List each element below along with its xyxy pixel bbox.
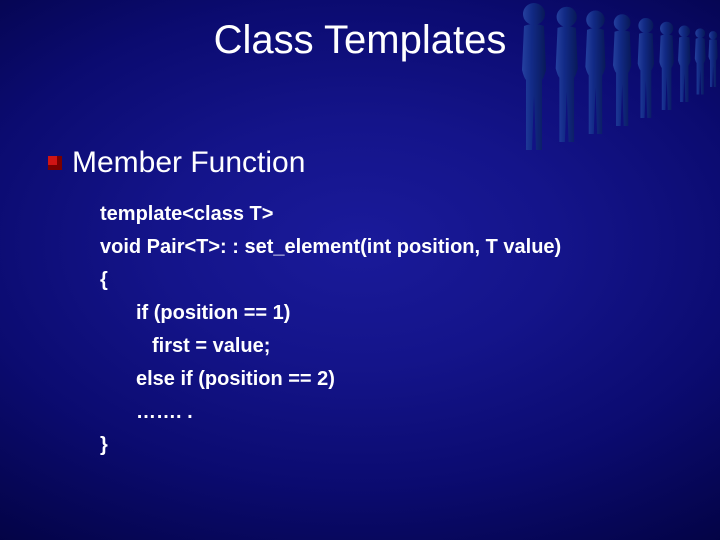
bullet-row: Member Function — [48, 146, 305, 180]
section-heading-row: Member Function — [48, 146, 305, 180]
code-line-4: if (position == 1) — [100, 297, 561, 330]
section-heading: Member Function — [72, 146, 305, 180]
slide-title: Class Templates — [0, 18, 720, 63]
code-line-7: ……. . — [100, 396, 561, 429]
code-line-2: void Pair<T>: : set_element(int position… — [100, 231, 561, 264]
code-line-6: else if (position == 2) — [100, 363, 561, 396]
code-line-3: { — [100, 264, 561, 297]
code-line-5: first = value; — [100, 330, 561, 363]
code-line-8: } — [100, 429, 561, 462]
code-block: template<class T> void Pair<T>: : set_el… — [100, 198, 561, 462]
bullet-icon — [48, 156, 62, 170]
code-line-1: template<class T> — [100, 198, 561, 231]
slide: Class Templates Member Function template… — [0, 0, 720, 540]
